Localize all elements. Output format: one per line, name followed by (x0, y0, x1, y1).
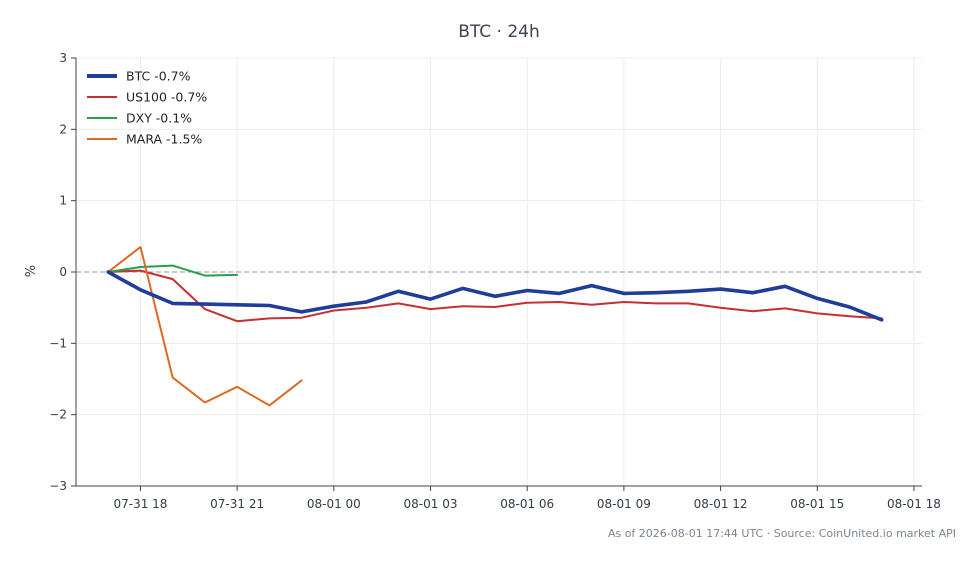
series-line-2 (107, 264, 239, 277)
grid (76, 57, 922, 487)
legend: BTC -0.7% US100 -0.7% DXY -0.1% MARA -1.5% (87, 69, 207, 147)
y-tick-label: 2 (59, 122, 67, 136)
y-tick-label: −2 (49, 408, 67, 422)
legend-label: DXY -0.1% (126, 111, 192, 126)
series-line-1 (107, 269, 883, 323)
x-tick-label: 08-01 00 (307, 497, 361, 511)
series-line-0 (106, 270, 884, 322)
series-line-3 (107, 246, 303, 407)
x-tick-label: 07-31 18 (113, 497, 167, 511)
legend-label: US100 -0.7% (126, 90, 207, 105)
footer-source-note: As of 2026-08-01 17:44 UTC · Source: Coi… (607, 527, 956, 540)
y-tick-label: 0 (59, 265, 67, 279)
y-tick-label: −1 (49, 336, 67, 350)
y-tick-label: 3 (59, 51, 67, 65)
legend-label: MARA -1.5% (126, 132, 202, 147)
x-tick-label: 08-01 12 (694, 497, 748, 511)
y-tick-label: 1 (59, 194, 67, 208)
legend-label: BTC -0.7% (126, 69, 191, 84)
y-tick-label: −3 (49, 479, 67, 493)
x-tick-label: 08-01 09 (597, 497, 651, 511)
x-tick-label: 07-31 21 (210, 497, 264, 511)
x-tick-label: 08-01 15 (790, 497, 844, 511)
series-layer (106, 246, 884, 407)
x-tick-label: 08-01 06 (500, 497, 554, 511)
y-axis-ticks: 3 2 1 0 −1 −2 −3 (49, 51, 76, 493)
x-tick-label: 08-01 03 (404, 497, 458, 511)
x-axis-ticks: 07-31 18 07-31 21 08-01 00 08-01 03 08-01 06… (113, 486, 941, 511)
x-tick-label: 08-01 18 (887, 497, 941, 511)
y-axis-label: % (24, 265, 39, 277)
chart-title: BTC · 24h (458, 22, 540, 42)
